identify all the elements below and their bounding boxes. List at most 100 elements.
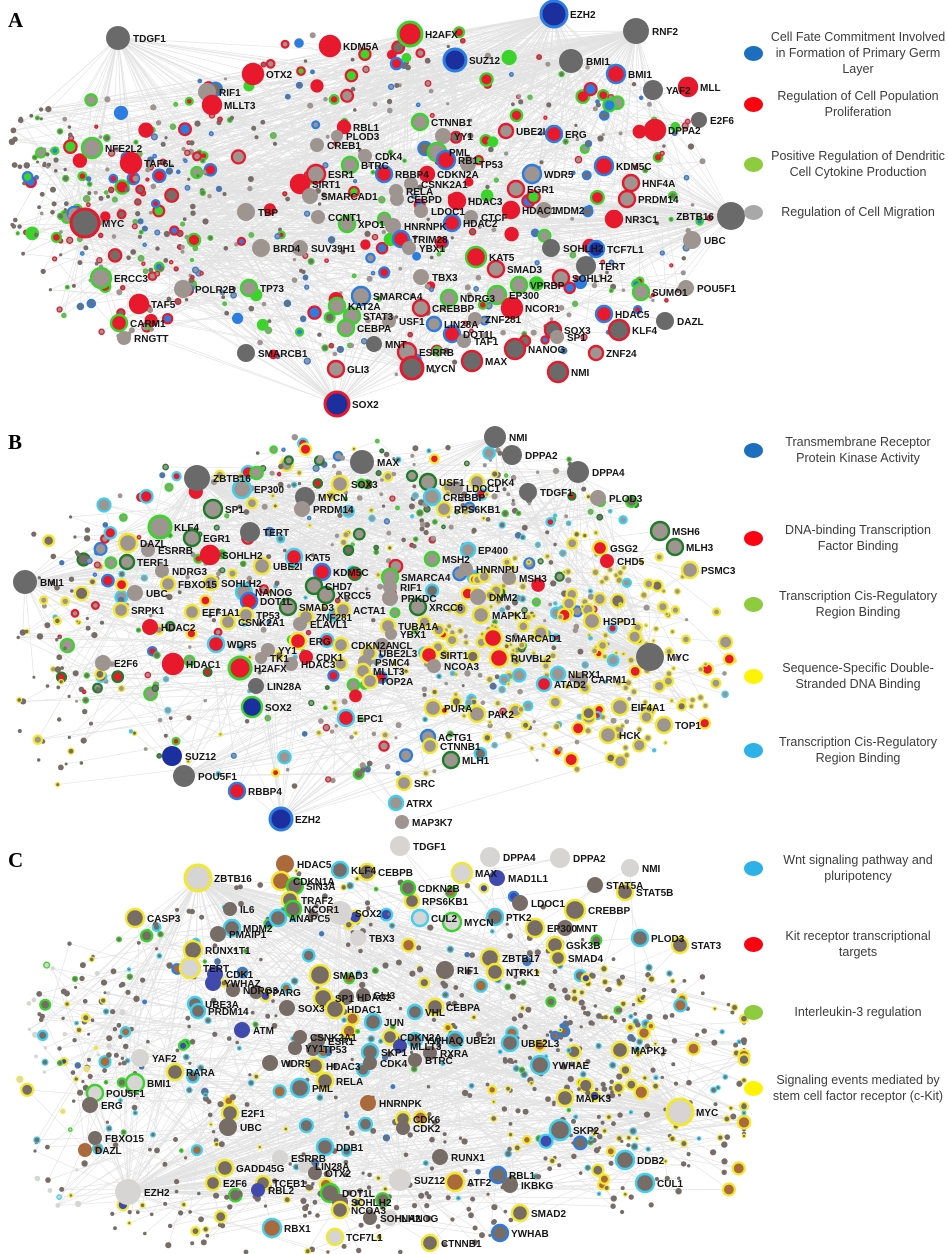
background-node [538,1133,554,1149]
legend-swatch-yellow-icon [744,1080,763,1096]
node-label: EP300 [254,485,284,496]
background-node [316,1094,324,1102]
background-node [627,696,632,701]
background-node [184,149,191,157]
background-node [546,102,552,108]
node-label: TDGF1 [413,842,446,853]
background-node [309,32,316,39]
background-node [218,1141,225,1148]
background-node [431,346,443,357]
network-node [161,652,185,676]
network-node [363,1012,383,1032]
background-node [648,1202,654,1208]
background-node [610,717,617,724]
legend-swatch-blue-icon [744,442,763,458]
background-node [494,699,502,707]
node-label: TCF7L1 [346,1233,383,1244]
network-node [435,149,457,171]
background-node [351,273,357,279]
background-node [601,1086,608,1092]
background-node [445,444,451,451]
background-node [307,305,322,320]
background-node [646,1021,656,1031]
node-label: POLR2B [195,285,236,296]
node-label: SP1 [225,505,244,516]
network-node [665,537,685,557]
network-node [406,1003,424,1021]
background-node [87,1032,91,1036]
background-node [105,1125,113,1132]
background-node [581,170,592,181]
background-node [291,277,298,283]
background-node [222,301,228,307]
background-node [366,760,373,767]
network-node [13,570,37,594]
background-node [274,650,285,661]
background-node [280,39,290,49]
background-node [301,731,308,737]
node-label: RBBP4 [395,170,429,181]
background-node [653,1041,658,1047]
node-label: NCOR1 [525,304,560,315]
background-node [389,495,396,502]
background-node [221,295,226,300]
node-label: PLOD3 [346,132,380,143]
network-node [444,1171,466,1193]
background-node [475,1168,481,1175]
background-node [573,530,581,538]
background-node [628,1013,634,1019]
background-node [543,619,547,623]
background-node [98,328,105,336]
background-node [321,605,328,612]
background-node [481,515,486,521]
background-node [190,1144,203,1157]
background-node [422,716,428,723]
background-node [382,962,389,969]
node-label: RPS6KB1 [422,897,469,908]
legend-item: Cell Fate Commitment Involved in Formati… [744,24,946,82]
background-node [271,999,275,1003]
network-node [315,1137,335,1157]
background-node [106,1035,113,1042]
background-node [460,497,465,502]
background-node [606,986,612,993]
background-node [644,734,652,742]
background-node [210,478,218,486]
network-node [227,781,247,801]
background-node [102,134,111,142]
node-label: ELAVL1 [310,620,348,631]
background-node [673,998,688,1013]
background-node [643,623,649,628]
background-node [686,1079,692,1086]
background-node [519,534,526,541]
node-label: SUZ12 [414,1176,446,1187]
background-node [540,742,547,749]
background-node [227,1204,233,1210]
node-label: SUMO1 [652,288,688,299]
background-node [378,196,386,204]
node-label: SOX2 [265,703,292,714]
background-node [42,163,47,168]
network-node [178,956,202,980]
background-node [222,192,227,196]
background-node [375,470,382,477]
node-label: TERT [599,262,625,273]
network-node [691,112,707,128]
node-label: IKBKG [521,1181,553,1192]
node-label: MSH2 [442,555,470,566]
background-node [22,181,27,186]
network-node [404,177,418,191]
background-node [487,719,493,725]
node-label: MAPK1 [492,611,527,622]
background-node [647,975,656,983]
network-node [78,1143,92,1157]
background-node [83,555,89,560]
background-node [312,478,324,489]
background-node [138,229,144,235]
legend-item: DNA-binding Transcription Factor Binding [744,518,946,558]
background-node [61,1016,65,1020]
background-node [498,685,506,694]
node-label: BMI1 [147,1079,171,1090]
background-node [605,270,609,275]
background-node [54,666,62,673]
